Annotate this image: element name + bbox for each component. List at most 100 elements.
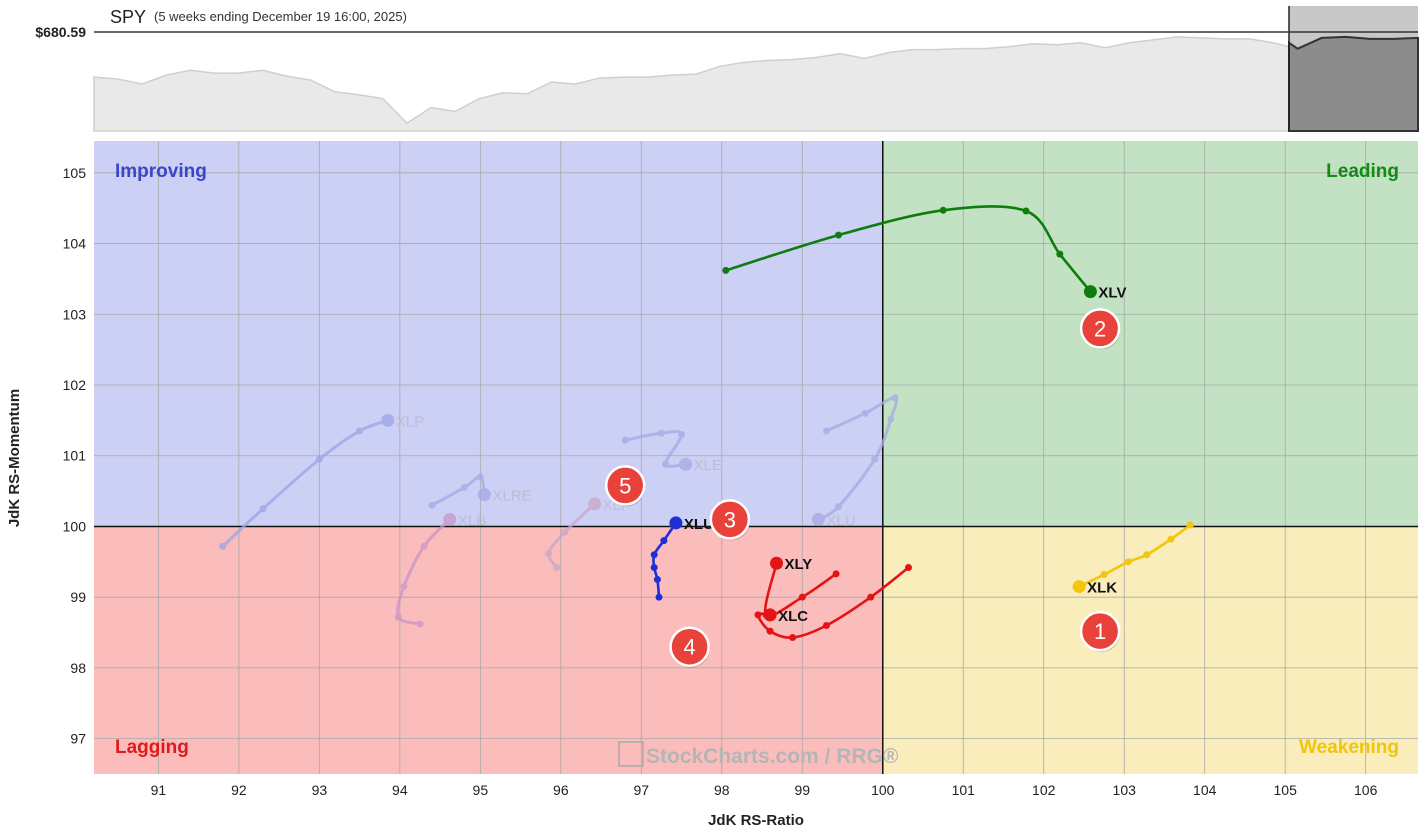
annotation-badge: 5 — [604, 465, 646, 507]
spy-recent-area — [1288, 35, 1419, 132]
tail-point[interactable] — [789, 633, 797, 641]
tail-label: XLB — [458, 512, 486, 529]
tail-label: XLU — [826, 512, 855, 529]
quadrant-label-improving: Improving — [115, 161, 207, 182]
tail-head-point[interactable] — [443, 512, 457, 526]
annotation-number: 1 — [1094, 619, 1106, 644]
tail-head-point[interactable] — [763, 608, 777, 622]
tail-point[interactable] — [1022, 207, 1030, 215]
tail-point[interactable] — [655, 593, 663, 601]
tail-head-point[interactable] — [679, 457, 693, 471]
tail-xlv: XLV — [722, 205, 1126, 302]
y-tick-label: 105 — [63, 165, 87, 181]
x-tick-label: 95 — [473, 782, 489, 798]
tail-point[interactable] — [428, 501, 436, 509]
tail-point[interactable] — [650, 551, 658, 559]
quadrant-label-leading: Leading — [1326, 161, 1399, 182]
tail-point[interactable] — [861, 409, 869, 417]
tail-head-point[interactable] — [669, 516, 683, 530]
x-axis-ticks: 91 92 93 94 95 96 97 98 99 100 101 102 103 104 105 106 — [151, 782, 1378, 798]
tail-point[interactable] — [476, 473, 484, 481]
watermark: StockCharts.com / RRG® — [618, 741, 899, 768]
tail-head-point[interactable] — [811, 512, 825, 526]
tail-point[interactable] — [834, 503, 842, 511]
spy-price-area — [93, 36, 1419, 132]
tail-point[interactable] — [657, 429, 665, 437]
tail-point[interactable] — [905, 563, 913, 571]
annotation-badge: 4 — [669, 626, 710, 668]
tail-xlu: XLU — [650, 516, 714, 601]
tail-head-point[interactable] — [770, 556, 784, 570]
x-tick-label: 93 — [312, 782, 328, 798]
y-tick-label: 100 — [63, 518, 87, 534]
tail-point[interactable] — [545, 549, 553, 557]
tail-point[interactable] — [259, 505, 267, 513]
tail-point[interactable] — [219, 542, 227, 550]
tail-label: XLC — [778, 608, 808, 625]
tail-point[interactable] — [315, 455, 323, 463]
annotation-number: 5 — [619, 473, 631, 498]
spy-price: $680.59 — [35, 24, 86, 40]
tail-point[interactable] — [394, 613, 402, 621]
tail-point[interactable] — [420, 542, 428, 550]
y-axis-ticks: 97 98 99 100 101 102 103 104 105 — [63, 165, 87, 747]
tail-point[interactable] — [416, 620, 424, 628]
tail-point[interactable] — [832, 570, 840, 578]
tail-point[interactable] — [867, 593, 875, 601]
tail-point[interactable] — [939, 206, 947, 214]
tail-point[interactable] — [650, 563, 658, 571]
tail-point[interactable] — [1100, 571, 1108, 579]
tail-point[interactable] — [1124, 558, 1132, 566]
tail-point[interactable] — [561, 528, 569, 536]
tail-head-point[interactable] — [477, 488, 491, 502]
x-tick-label: 100 — [871, 782, 895, 798]
tail-point[interactable] — [754, 611, 762, 619]
tail-head-point[interactable] — [1083, 285, 1097, 299]
tail-point[interactable] — [621, 436, 629, 444]
x-tick-label: 104 — [1193, 782, 1217, 798]
spy-period: (5 weeks ending December 19 16:00, 2025) — [154, 9, 407, 24]
tail-point[interactable] — [798, 593, 806, 601]
tail-point[interactable] — [1186, 521, 1194, 529]
y-tick-label: 101 — [63, 448, 87, 464]
tail-point[interactable] — [871, 455, 879, 463]
tail-point[interactable] — [1143, 551, 1151, 559]
tail-head-point[interactable] — [588, 497, 602, 511]
annotation-markers: 1 2 3 4 5 — [604, 308, 1121, 668]
tail-point[interactable] — [766, 627, 774, 635]
tail-point[interactable] — [460, 484, 468, 492]
annotation-badge: 3 — [709, 499, 751, 541]
quadrant-label-weakening: Weakening — [1299, 737, 1399, 758]
spy-sparkline-panel: SPY (5 weeks ending December 19 16:00, 2… — [35, 6, 1419, 132]
x-tick-label: 99 — [794, 782, 810, 798]
tail-point[interactable] — [678, 431, 686, 439]
tail-xle-faded: XLE — [621, 429, 722, 474]
tail-point[interactable] — [400, 583, 408, 591]
tail-point[interactable] — [891, 394, 899, 402]
x-tick-label: 92 — [231, 782, 247, 798]
tail-point[interactable] — [660, 537, 668, 545]
tail-label: XLRE — [492, 488, 531, 505]
tail-point[interactable] — [722, 266, 730, 274]
quadrant-weakening — [882, 526, 1418, 774]
tail-point[interactable] — [1167, 535, 1175, 543]
annotation-number: 3 — [724, 507, 736, 532]
tail-point[interactable] — [356, 427, 364, 435]
tail-point[interactable] — [653, 576, 661, 584]
tail-xlc: XLC — [754, 563, 913, 641]
tail-point[interactable] — [553, 563, 561, 571]
y-tick-label: 98 — [70, 660, 86, 676]
tail-point[interactable] — [661, 460, 669, 468]
tail-head-point[interactable] — [1072, 580, 1086, 594]
tail-point[interactable] — [822, 621, 830, 629]
tail-point[interactable] — [1056, 250, 1064, 258]
tail-head-point[interactable] — [381, 413, 395, 427]
x-tick-label: 105 — [1274, 782, 1298, 798]
tail-point[interactable] — [887, 415, 895, 423]
quadrant-lagging — [94, 526, 883, 774]
tail-point[interactable] — [834, 231, 842, 239]
tail-line — [763, 561, 838, 618]
tail-xlk: XLK — [1072, 521, 1194, 597]
tail-line — [430, 475, 486, 507]
tail-point[interactable] — [822, 427, 830, 435]
